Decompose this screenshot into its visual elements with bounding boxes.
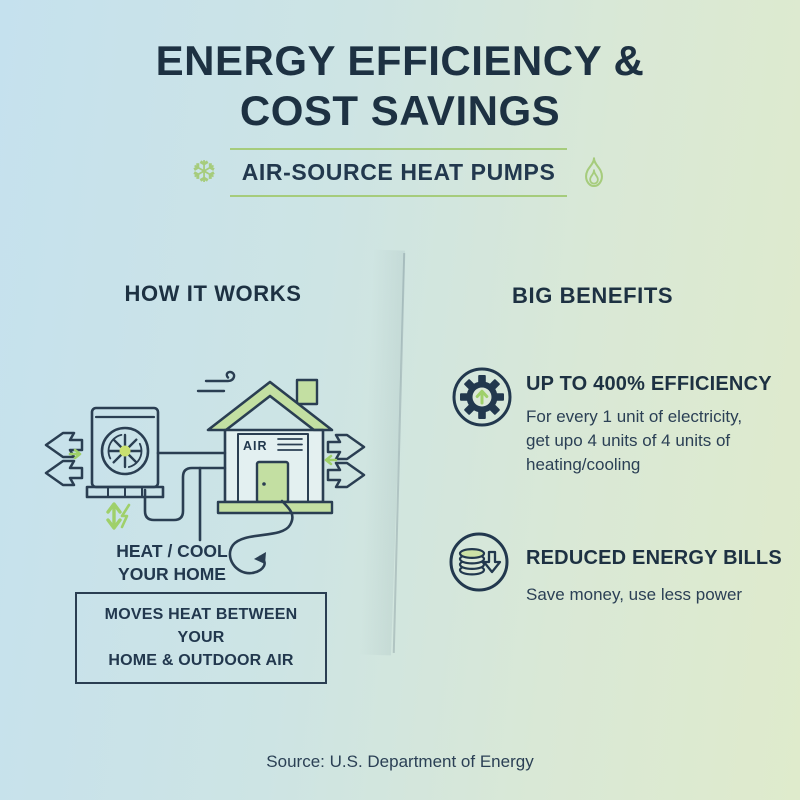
coins-down-arrow-icon <box>449 532 509 592</box>
subtitle-label: AIR-SOURCE HEAT PUMPS <box>229 148 568 197</box>
benefit-title-efficiency: UP TO 400% EFFICIENCY <box>526 373 772 395</box>
loop-arrow <box>228 499 294 575</box>
source-attribution: Source: U.S. Department of Energy <box>266 752 534 771</box>
gear-up-arrow-icon <box>452 367 512 427</box>
left-airflow-arrows <box>44 431 84 487</box>
diagram-caption-line1: HEAT / COOL <box>116 541 228 561</box>
house-base <box>216 500 334 515</box>
chimney <box>295 378 319 406</box>
benefit-desc-efficiency: For every 1 unit of electricity, get upo… <box>526 407 743 474</box>
house <box>206 378 334 515</box>
green-intake-arrow-left <box>68 448 82 460</box>
green-intake-arrow-right <box>324 454 338 466</box>
benefit-title-bills: REDUCED ENERGY BILLS <box>526 547 782 569</box>
subtitle-banner: ❆ AIR-SOURCE HEAT PUMPS <box>0 148 800 197</box>
flame-icon <box>585 156 604 187</box>
heat-pump-diagram: HEAT / COOL YOUR HOME AIR <box>44 370 366 584</box>
wind-icon <box>196 370 236 393</box>
updown-arrow-icon <box>106 502 122 530</box>
air-label: AIR <box>243 439 268 453</box>
air-handler-panel <box>237 433 309 503</box>
snowflake-icon: ❆ <box>191 155 217 189</box>
fan-icon <box>100 426 150 476</box>
refrigerant-pipes <box>143 451 227 542</box>
how-it-works-heading: HOW IT WORKS <box>124 281 302 306</box>
big-benefits-heading: BIG BENEFITS <box>512 283 674 308</box>
heat-pump-unit <box>85 406 165 499</box>
door <box>255 460 290 504</box>
roof <box>206 380 334 432</box>
how-it-works-section: HOW IT WORKS <box>30 270 396 690</box>
big-benefits-section: BIG BENEFITS UP TO 400% EFFI <box>430 270 790 690</box>
benefit-desc-bills: Save money, use less power <box>526 585 743 604</box>
door-knob <box>262 482 266 486</box>
right-airflow-arrows <box>326 433 366 489</box>
diagram-note-box: MOVES HEAT BETWEEN YOUR HOME & OUTDOOR A… <box>75 592 327 684</box>
diagram-caption-line2: YOUR HOME <box>118 564 226 584</box>
lightning-icon <box>120 503 131 529</box>
page-title: ENERGY EFFICIENCY & COST SAVINGS <box>155 37 645 134</box>
